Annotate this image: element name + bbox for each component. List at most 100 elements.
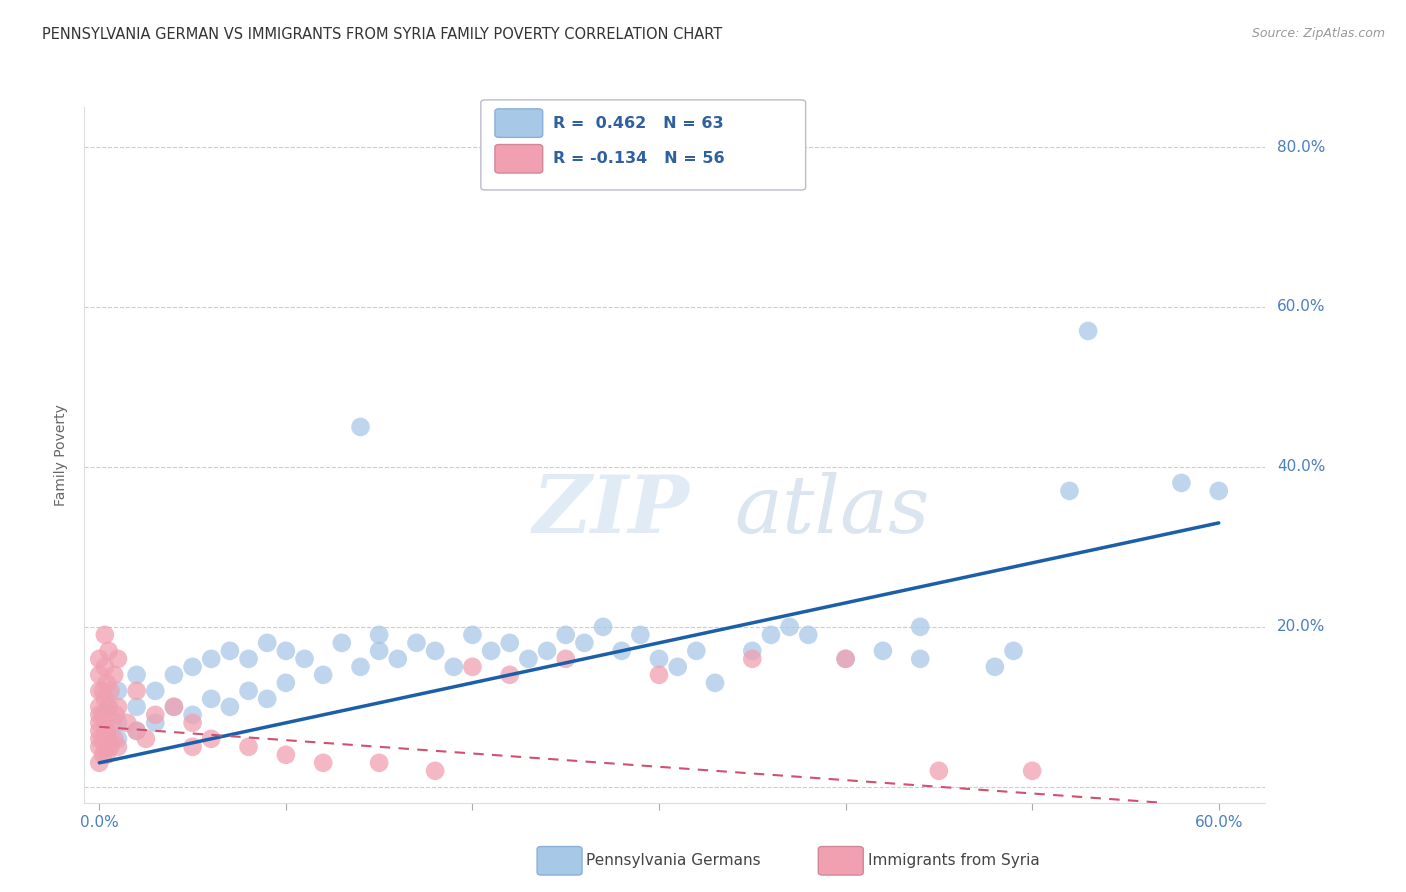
Point	[312, 756, 335, 770]
Text: ZIP: ZIP	[533, 472, 690, 549]
Point	[628, 628, 651, 642]
Point	[135, 731, 157, 746]
Point	[1170, 475, 1192, 490]
Point	[125, 699, 148, 714]
Point	[479, 644, 502, 658]
Point	[105, 707, 128, 722]
Text: R = -0.134   N = 56: R = -0.134 N = 56	[553, 152, 724, 166]
Text: Pennsylvania Germans: Pennsylvania Germans	[586, 854, 761, 868]
Point	[1059, 483, 1081, 498]
Point	[89, 739, 111, 754]
Point	[423, 764, 446, 778]
Point	[1021, 764, 1043, 778]
Point	[97, 644, 120, 658]
Point	[499, 636, 522, 650]
Point	[872, 644, 894, 658]
Point	[181, 707, 204, 722]
Point	[592, 620, 614, 634]
Point	[405, 636, 427, 650]
Point	[368, 644, 391, 658]
Point	[238, 652, 260, 666]
Point	[219, 644, 242, 658]
Point	[610, 644, 633, 658]
Point	[163, 668, 186, 682]
Point	[89, 756, 111, 770]
Point	[107, 683, 129, 698]
Point	[274, 676, 297, 690]
Point	[779, 620, 801, 634]
Point	[89, 699, 111, 714]
Point	[443, 660, 465, 674]
Point	[666, 660, 689, 674]
Text: 60.0%: 60.0%	[1277, 300, 1326, 315]
Point	[181, 739, 204, 754]
Text: 40.0%: 40.0%	[1277, 459, 1326, 475]
Point	[97, 731, 120, 746]
Point	[499, 668, 522, 682]
Point	[759, 628, 782, 642]
Point	[200, 691, 222, 706]
Point	[1208, 483, 1230, 498]
Point	[368, 756, 391, 770]
Point	[181, 660, 204, 674]
Point	[91, 707, 114, 722]
Text: 80.0%: 80.0%	[1277, 139, 1326, 154]
Point	[274, 644, 297, 658]
Point	[91, 731, 114, 746]
Point	[89, 731, 111, 746]
Point	[387, 652, 409, 666]
Point	[89, 668, 111, 682]
Point	[910, 652, 932, 666]
Point	[125, 723, 148, 738]
Text: 20.0%: 20.0%	[1277, 619, 1326, 634]
Point	[107, 715, 129, 730]
Point	[94, 660, 117, 674]
Point	[200, 731, 222, 746]
Point	[96, 723, 118, 738]
Point	[89, 707, 111, 722]
Point	[96, 676, 118, 690]
Point	[423, 644, 446, 658]
Point	[741, 652, 763, 666]
Point	[143, 683, 166, 698]
Point	[554, 652, 576, 666]
Point	[89, 683, 111, 698]
Point	[89, 652, 111, 666]
Point	[181, 715, 204, 730]
Point	[648, 652, 671, 666]
Text: Source: ZipAtlas.com: Source: ZipAtlas.com	[1251, 27, 1385, 40]
Point	[574, 636, 596, 650]
Point	[330, 636, 353, 650]
Point	[517, 652, 540, 666]
Point	[143, 715, 166, 730]
Point	[910, 620, 932, 634]
Point	[797, 628, 820, 642]
Point	[256, 691, 278, 706]
Point	[100, 683, 122, 698]
Point	[200, 652, 222, 666]
Point	[97, 699, 120, 714]
Point	[107, 739, 129, 754]
Point	[94, 739, 117, 754]
Point	[704, 676, 727, 690]
Text: R =  0.462   N = 63: R = 0.462 N = 63	[553, 116, 723, 130]
Point	[107, 652, 129, 666]
Point	[117, 715, 139, 730]
Point	[107, 731, 129, 746]
Point	[143, 707, 166, 722]
Point	[219, 699, 242, 714]
Point	[648, 668, 671, 682]
Point	[834, 652, 856, 666]
Point	[741, 644, 763, 658]
Point	[238, 683, 260, 698]
Text: atlas: atlas	[734, 472, 929, 549]
Point	[368, 628, 391, 642]
Point	[685, 644, 707, 658]
Point	[554, 628, 576, 642]
Point	[94, 628, 117, 642]
Point	[294, 652, 316, 666]
Point	[100, 739, 122, 754]
Point	[163, 699, 186, 714]
Y-axis label: Family Poverty: Family Poverty	[55, 404, 69, 506]
Point	[163, 699, 186, 714]
